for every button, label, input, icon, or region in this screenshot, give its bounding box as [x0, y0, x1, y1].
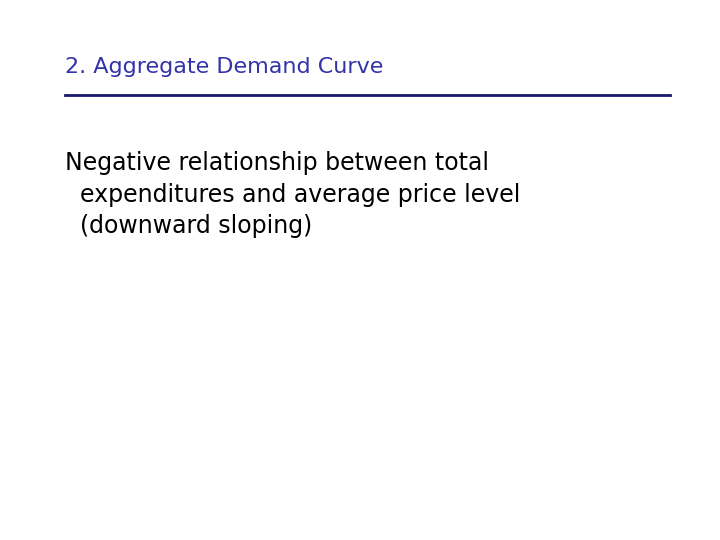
Text: Negative relationship between total
  expenditures and average price level
  (do: Negative relationship between total expe…	[65, 151, 520, 238]
Text: 2. Aggregate Demand Curve: 2. Aggregate Demand Curve	[65, 57, 383, 77]
